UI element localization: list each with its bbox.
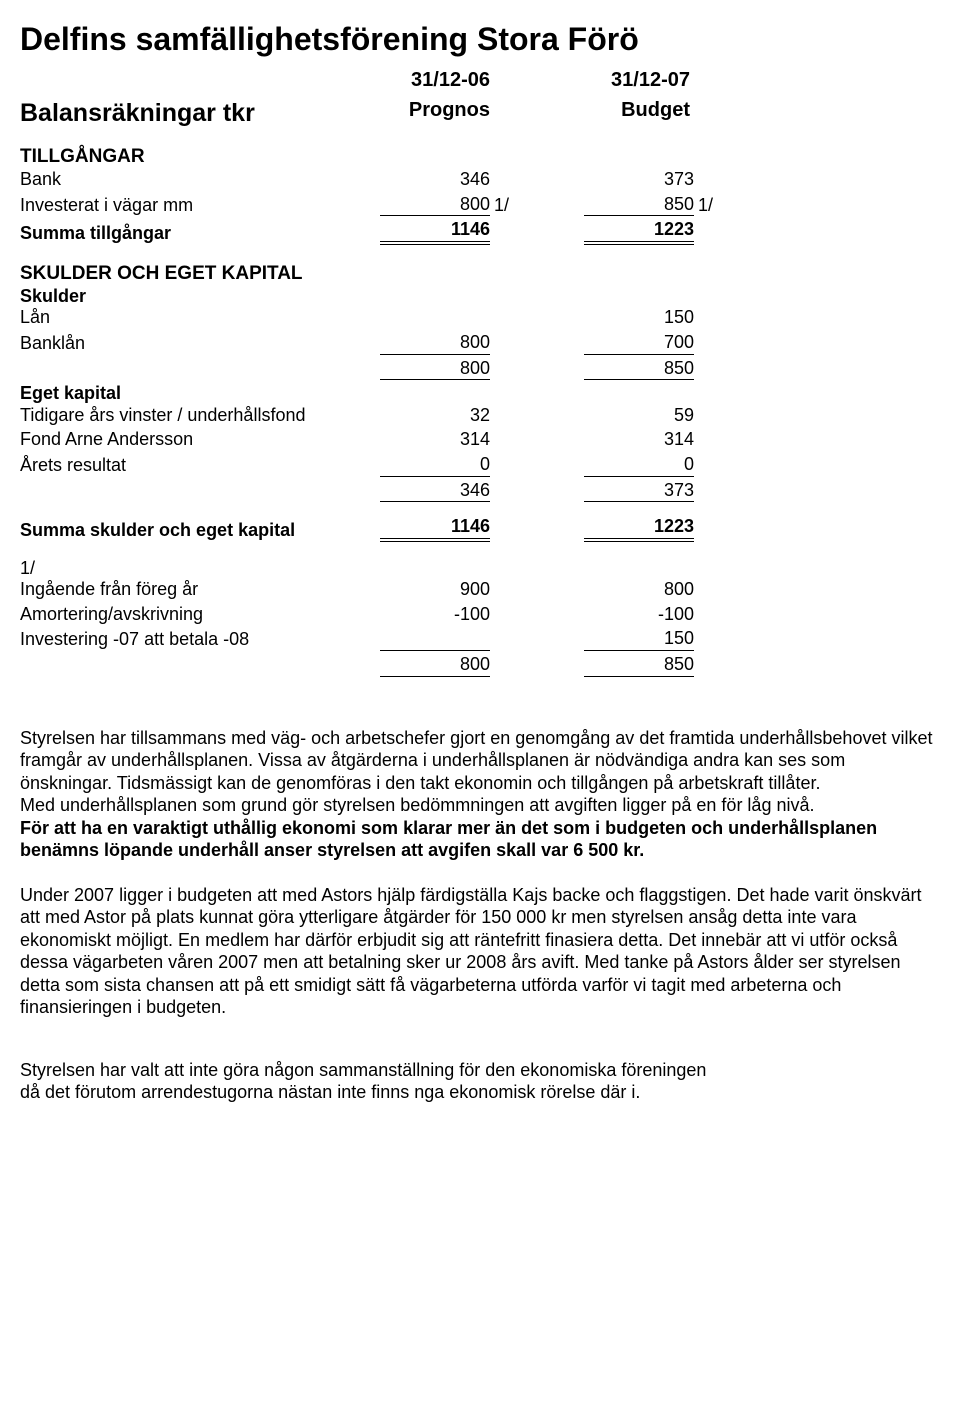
row-summa-tillgangar: Summa tillgångar 1146 1223 (20, 219, 940, 245)
row-value-1: 314 (380, 429, 490, 451)
row-label: Summa tillgångar (20, 223, 380, 245)
row-note-subtotal: 800 850 (20, 654, 940, 677)
subhead-eget: Eget kapital (20, 383, 940, 405)
row-value-1: 800 (380, 358, 490, 381)
row-label: Tidigare års vinster / underhållsfond (20, 405, 380, 427)
col2-date: 31/12-07 (580, 68, 690, 92)
row-value-1: 800 (380, 194, 490, 217)
paragraph-2: Under 2007 ligger i budgeten att med Ast… (20, 884, 940, 1019)
row-label: Investering -07 att betala -08 (20, 629, 380, 651)
section-tillgangar: TILLGÅNGAR (20, 146, 940, 169)
row-value-1: 1146 (380, 219, 490, 245)
page-title: Delfins samfällighetsförening Stora Förö (20, 20, 940, 58)
col2-label: Budget (580, 98, 690, 128)
row-arets: Årets resultat 0 0 (20, 454, 940, 477)
header-date-row: 31/12-06 31/12-07 (20, 68, 940, 92)
row-value-1: 800 (380, 332, 490, 355)
row-value-2: 850 (584, 654, 694, 677)
row-suffix-1: 1/ (490, 195, 514, 217)
row-value-2: 850 (584, 194, 694, 217)
subtitle: Balansräkningar tkr (20, 98, 380, 128)
row-label: Lån (20, 307, 380, 329)
header-label-row: Balansräkningar tkr Prognos Budget (20, 98, 940, 128)
row-value-2: 59 (584, 405, 694, 427)
header-spacer (20, 68, 380, 92)
row-value-2: 150 (584, 307, 694, 329)
row-value-1: -100 (380, 604, 490, 626)
para1-text2: Med underhållsplanen som grund gör styre… (20, 795, 814, 815)
row-value-1: 900 (380, 579, 490, 601)
row-amortering: Amortering/avskrivning -100 -100 (20, 604, 940, 626)
row-value-2: 314 (584, 429, 694, 451)
row-label: Bank (20, 169, 380, 191)
row-value-1: 0 (380, 454, 490, 477)
row-ingaende: Ingående från föreg år 900 800 (20, 579, 940, 601)
paragraph-1: Styrelsen har tillsammans med väg- och a… (20, 727, 940, 862)
row-investering-betala: Investering -07 att betala -08 150 (20, 628, 940, 651)
row-value-2: 1223 (584, 219, 694, 245)
row-value-2: 800 (584, 579, 694, 601)
row-value-2: 700 (584, 332, 694, 355)
closing-line2: då det förutom arrendestugorna nästan in… (20, 1082, 640, 1102)
section-skulder-eget: SKULDER OCH EGET KAPITAL (20, 263, 940, 286)
row-investerat: Investerat i vägar mm 800 1/ 850 1/ (20, 194, 940, 217)
row-value-1: 800 (380, 654, 490, 677)
row-value-1: 1146 (380, 516, 490, 542)
document-page: Delfins samfällighetsförening Stora Förö… (0, 0, 960, 1144)
row-fond: Fond Arne Andersson 314 314 (20, 429, 940, 451)
note1-head: 1/ (20, 558, 940, 580)
row-value-2: 850 (584, 358, 694, 381)
row-value-2: 373 (584, 169, 694, 191)
row-value-2: 150 (584, 628, 694, 651)
row-label: Summa skulder och eget kapital (20, 520, 380, 542)
row-value-1: 32 (380, 405, 490, 427)
row-bank: Bank 346 373 (20, 169, 940, 191)
row-label: Fond Arne Andersson (20, 429, 380, 451)
closing-paragraph: Styrelsen har valt att inte göra någon s… (20, 1059, 940, 1104)
row-banklan: Banklån 800 700 (20, 332, 940, 355)
row-lan: Lån 150 (20, 307, 940, 329)
row-value-2: -100 (584, 604, 694, 626)
row-value-2: 0 (584, 454, 694, 477)
row-eget-subtotal: 346 373 (20, 480, 940, 503)
row-value-1 (380, 628, 490, 651)
row-label: Ingående från föreg år (20, 579, 380, 601)
subhead-skulder: Skulder (20, 286, 940, 308)
row-label: Investerat i vägar mm (20, 195, 380, 217)
row-label: Årets resultat (20, 455, 380, 477)
col1-date: 31/12-06 (380, 68, 490, 92)
row-summa-skulder-eget: Summa skulder och eget kapital 1146 1223 (20, 516, 940, 542)
col1-label: Prognos (380, 98, 490, 128)
row-tidigare: Tidigare års vinster / underhållsfond 32… (20, 405, 940, 427)
row-skulder-subtotal: 800 850 (20, 358, 940, 381)
closing-line1: Styrelsen har valt att inte göra någon s… (20, 1060, 706, 1080)
para1-text1: Styrelsen har tillsammans med väg- och a… (20, 728, 932, 793)
row-suffix-2: 1/ (694, 195, 718, 217)
row-value-1: 346 (380, 169, 490, 191)
row-value-1: 346 (380, 480, 490, 503)
row-label: Amortering/avskrivning (20, 604, 380, 626)
row-value-2: 373 (584, 480, 694, 503)
row-label: Banklån (20, 333, 380, 355)
para1-bold: För att ha en varaktigt uthållig ekonomi… (20, 818, 877, 861)
row-value-2: 1223 (584, 516, 694, 542)
